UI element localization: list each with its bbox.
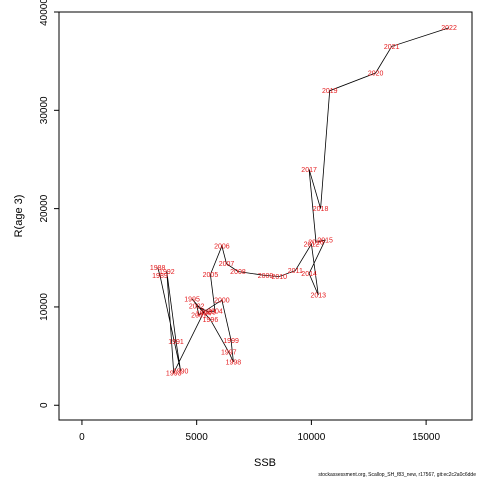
year-label-1989: 1989 xyxy=(152,273,168,280)
x-axis-title: SSB xyxy=(254,457,276,469)
year-label-2002: 2002 xyxy=(189,303,205,310)
year-label-2016: 2016 xyxy=(308,240,324,247)
year-label-2022: 2022 xyxy=(441,25,457,32)
year-label-1990: 1990 xyxy=(173,368,189,375)
recruitment-trajectory-line xyxy=(157,27,450,375)
year-label-2011: 2011 xyxy=(288,268,303,275)
year-label-2003: 2003 xyxy=(200,309,216,316)
y-tick-label: 40000 xyxy=(39,0,50,26)
year-label-2013: 2013 xyxy=(310,293,326,300)
y-tick-label: 30000 xyxy=(39,96,50,124)
year-label-2012: 2012 xyxy=(304,242,320,249)
year-label-1991: 1991 xyxy=(168,339,184,346)
x-tick-label: 15000 xyxy=(412,432,440,443)
year-label-2017: 2017 xyxy=(301,167,317,174)
y-tick-label: 0 xyxy=(39,402,50,408)
year-label-2014: 2014 xyxy=(301,271,317,278)
plot-frame xyxy=(58,11,473,421)
y-tick-label: 10000 xyxy=(39,293,50,321)
year-label-2001: 2001 xyxy=(191,312,207,319)
year-label-1994: 1994 xyxy=(196,310,212,317)
x-tick-label: 0 xyxy=(79,432,85,443)
year-label-1999: 1999 xyxy=(223,338,239,345)
source-footer: stockassessment.org, Scallop_SH_f83_new,… xyxy=(318,472,476,478)
year-label-2005: 2005 xyxy=(203,272,219,279)
year-label-2018: 2018 xyxy=(313,206,329,213)
year-label-1996: 1996 xyxy=(203,317,219,324)
year-label-2004: 2004 xyxy=(207,308,223,315)
y-axis-title: R(age 3) xyxy=(13,195,25,238)
year-label-2020: 2020 xyxy=(368,70,384,77)
year-label-1998: 1998 xyxy=(226,359,242,366)
year-label-2019: 2019 xyxy=(322,88,338,95)
x-tick-label: 5000 xyxy=(186,432,209,443)
y-tick-label: 20000 xyxy=(39,194,50,222)
year-label-2000: 2000 xyxy=(214,298,230,305)
year-label-2021: 2021 xyxy=(384,44,400,51)
y-axis: 0 10000 20000 30000 40000 xyxy=(39,0,59,408)
year-label-2015: 2015 xyxy=(317,238,333,245)
year-label-1993: 1993 xyxy=(166,370,182,377)
year-label-1992: 1992 xyxy=(159,269,175,276)
year-label-1988: 1988 xyxy=(150,265,166,272)
year-label-2010: 2010 xyxy=(271,274,287,281)
year-label-2007: 2007 xyxy=(219,261,235,268)
year-label-2009: 2009 xyxy=(258,273,274,280)
x-tick-label: 10000 xyxy=(297,432,325,443)
year-label-1995: 1995 xyxy=(184,297,200,304)
year-label-1997: 1997 xyxy=(221,350,237,357)
x-axis: 0 5000 10000 15000 xyxy=(79,420,440,443)
year-label-2008: 2008 xyxy=(230,269,246,276)
year-label-2006: 2006 xyxy=(214,243,230,250)
